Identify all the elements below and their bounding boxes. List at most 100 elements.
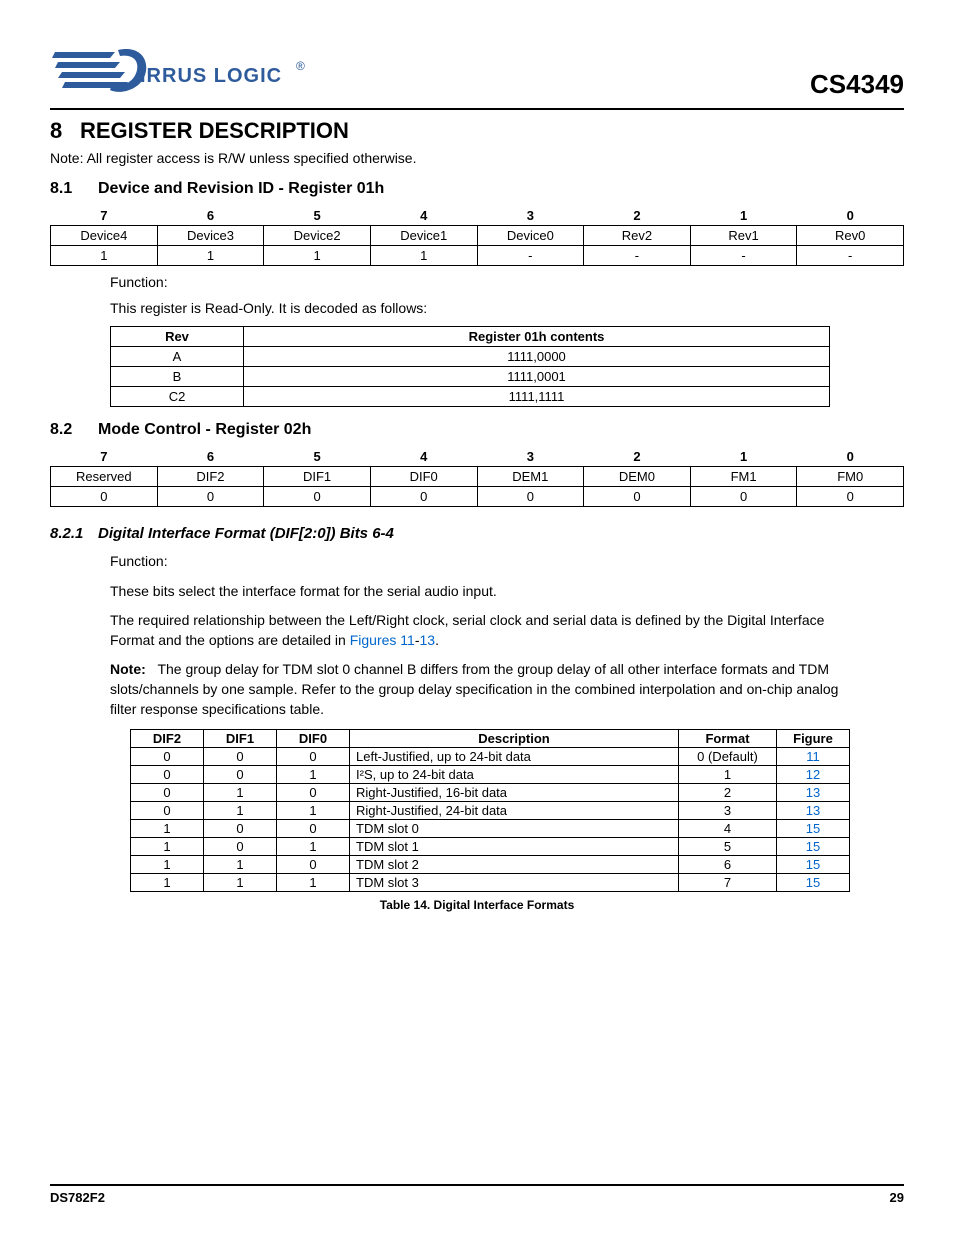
dif-figure-link[interactable]: 12 [777, 766, 850, 784]
rev-cell: C2 [111, 387, 244, 407]
dif-cell: 0 [204, 748, 277, 766]
bit-name: FM0 [797, 467, 904, 487]
dif-figure-link[interactable]: 15 [777, 856, 850, 874]
bit-header: 7 [51, 206, 158, 226]
dif-cell: 0 [131, 766, 204, 784]
bit-header: 4 [370, 206, 477, 226]
note-paragraph: Note: The group delay for TDM slot 0 cha… [110, 660, 844, 719]
svg-text:®: ® [296, 59, 305, 73]
section-note: Note: All register access is R/W unless … [50, 150, 904, 166]
rev-cell: 1111,0001 [244, 367, 830, 387]
table-caption: Table 14. Digital Interface Formats [50, 898, 904, 912]
dif-row: 100TDM slot 0415 [131, 820, 850, 838]
dif-cell: 1 [277, 874, 350, 892]
dif-figure-link[interactable]: 15 [777, 874, 850, 892]
dif-cell: 1 [204, 856, 277, 874]
subsection-number: 8.1 [50, 180, 98, 198]
dif-desc: TDM slot 1 [350, 838, 679, 856]
bit-name: Rev1 [690, 226, 797, 246]
bit-header: 3 [477, 447, 584, 467]
dif-row: 110TDM slot 2615 [131, 856, 850, 874]
bit-val: - [797, 246, 904, 266]
dif-format: 2 [679, 784, 777, 802]
dif-cell: 1 [204, 784, 277, 802]
paragraph: The required relationship between the Le… [110, 611, 844, 650]
section-title: 8REGISTER DESCRIPTION [50, 118, 904, 144]
note-text: The group delay for TDM slot 0 channel B… [110, 661, 838, 716]
bit-val: 0 [370, 487, 477, 507]
bit-val: - [584, 246, 691, 266]
bit-name: Device0 [477, 226, 584, 246]
bit-name: Device1 [370, 226, 477, 246]
footer-page-number: 29 [890, 1190, 904, 1205]
dif-cell: 0 [277, 748, 350, 766]
subsection-heading: Device and Revision ID - Register 01h [98, 180, 384, 197]
dif-row: 011Right-Justified, 24-bit data313 [131, 802, 850, 820]
dif-cell: 1 [277, 838, 350, 856]
bit-name: DEM1 [477, 467, 584, 487]
dif-cell: 0 [131, 748, 204, 766]
dif-desc: I²S, up to 24-bit data [350, 766, 679, 784]
dif-cell: 0 [277, 856, 350, 874]
bit-val: 1 [370, 246, 477, 266]
dif-header: Description [350, 730, 679, 748]
dif-table: DIF2 DIF1 DIF0 Description Format Figure… [130, 729, 850, 892]
dif-cell: 1 [277, 766, 350, 784]
bit-name: DEM0 [584, 467, 691, 487]
dif-cell: 0 [204, 838, 277, 856]
dif-figure-link[interactable]: 15 [777, 838, 850, 856]
bit-val: 0 [797, 487, 904, 507]
bit-header: 7 [51, 447, 158, 467]
figure-link[interactable]: Figures 11 [350, 632, 415, 648]
paragraph: These bits select the interface format f… [110, 582, 844, 602]
dif-figure-link[interactable]: 13 [777, 802, 850, 820]
dif-header: Figure [777, 730, 850, 748]
dif-cell: 0 [131, 784, 204, 802]
bit-name: Device3 [157, 226, 264, 246]
dif-desc: Right-Justified, 24-bit data [350, 802, 679, 820]
function-label-821: Function: [110, 552, 844, 572]
bit-header: 1 [690, 447, 797, 467]
dif-figure-link[interactable]: 15 [777, 820, 850, 838]
bit-header: 1 [690, 206, 797, 226]
bit-name: DIF1 [264, 467, 371, 487]
bit-name: Device2 [264, 226, 371, 246]
dif-format: 1 [679, 766, 777, 784]
bit-val: 0 [690, 487, 797, 507]
dif-cell: 1 [204, 802, 277, 820]
bit-name: FM1 [690, 467, 797, 487]
bit-header: 5 [264, 206, 371, 226]
dif-header: DIF2 [131, 730, 204, 748]
dif-format: 6 [679, 856, 777, 874]
dif-figure-link[interactable]: 11 [777, 748, 850, 766]
rev-header: Rev [111, 327, 244, 347]
dif-row: 010Right-Justified, 16-bit data213 [131, 784, 850, 802]
dif-row: 001I²S, up to 24-bit data112 [131, 766, 850, 784]
dif-header: DIF1 [204, 730, 277, 748]
bit-name: Device4 [51, 226, 158, 246]
bit-name: Rev0 [797, 226, 904, 246]
dif-figure-link[interactable]: 13 [777, 784, 850, 802]
bit-val: 0 [157, 487, 264, 507]
dif-header: Format [679, 730, 777, 748]
bit-val: 0 [264, 487, 371, 507]
dif-cell: 0 [277, 784, 350, 802]
dif-format: 4 [679, 820, 777, 838]
subsection-heading: Mode Control - Register 02h [98, 421, 311, 438]
bit-header: 3 [477, 206, 584, 226]
bit-header: 0 [797, 447, 904, 467]
dif-desc: TDM slot 2 [350, 856, 679, 874]
function-text: This register is Read-Only. It is decode… [110, 300, 904, 316]
bit-header: 2 [584, 206, 691, 226]
rev-cell: A [111, 347, 244, 367]
figure-link[interactable]: 13 [419, 632, 435, 648]
bit-name: DIF0 [370, 467, 477, 487]
bit-val: 1 [51, 246, 158, 266]
bit-val: - [477, 246, 584, 266]
dif-cell: 1 [131, 820, 204, 838]
dif-desc: Right-Justified, 16-bit data [350, 784, 679, 802]
subsubsection-heading: Digital Interface Format (DIF[2:0]) Bits… [98, 525, 394, 542]
page-footer: DS782F2 29 [50, 1184, 904, 1205]
bit-val: - [690, 246, 797, 266]
footer-doc-id: DS782F2 [50, 1190, 105, 1205]
